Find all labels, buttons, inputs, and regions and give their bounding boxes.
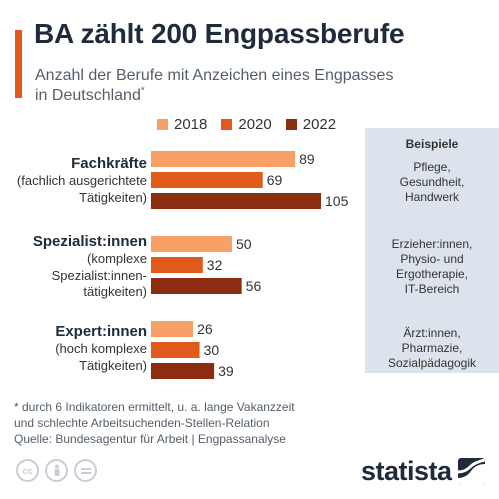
legend-label-2022: 2022 [302,116,337,133]
source-line: Quelle: Bundesagentur für Arbeit | Engpa… [14,432,286,446]
data-label-2018-2: 26 [197,321,213,337]
legend-item-2022: 2022 [285,116,337,133]
group-sub-spezialisten: (komplexe Spezialist:innen- tätigkeiten) [51,251,147,299]
bar-2018-2 [151,321,194,337]
data-label-2022-2: 39 [218,363,234,379]
group-title-experten: Expert:innen [55,323,147,340]
data-label-2018-0: 89 [299,151,315,167]
example-fachkraefte: Pflege, Gesundheit, Handwerk [399,160,465,204]
data-label-2020-1: 32 [207,257,223,273]
legend-item-2020: 2020 [221,116,272,133]
data-label-2018-1: 50 [236,236,252,252]
example-experten: Ärzt:innen, Pharmazie, Sozialpädagogik [387,326,477,370]
subtitle-footnote-marker: * [140,85,145,97]
license-icons: cc [16,459,97,482]
bar-2022-0 [151,193,321,209]
examples-panel [365,128,499,373]
bar-2018-1 [151,236,232,252]
group-title-fachkraefte: Fachkräfte [71,155,147,172]
bar-2020-2 [151,342,200,358]
brand-name: statista [361,456,452,486]
example-spezialisten: Erzieher:innen, Physio- und Ergotherapie… [391,237,473,296]
group-title-spezialisten: Spezialist:innen [32,233,147,250]
cc-icon[interactable]: cc [16,459,39,482]
bar-2022-2 [151,363,215,379]
chart-legend: 2018 2020 2022 [157,116,336,133]
bar-2020-1 [151,257,203,273]
subtitle-line1: Anzahl der Berufe mit Anzeichen eines En… [35,67,394,84]
legend-swatch-2022 [285,119,297,130]
legend-label-2018: 2018 [174,116,208,133]
data-label-2022-1: 56 [246,278,262,294]
statista-mark-icon [457,458,485,485]
group-label-experten: Expert:innen (hoch komplexe Tätigkeiten) [0,322,147,374]
group-sub-fachkraefte: (fachlich ausgerichtete Tätigkeiten) [16,173,147,205]
subtitle-line2: in Deutschland [35,87,141,104]
group-label-fachkraefte: Fachkräfte (fachlich ausgerichtete Tätig… [0,154,147,206]
equal-icon[interactable] [74,459,97,482]
bar-2020-0 [151,172,263,188]
accent-bar [15,30,22,98]
person-icon[interactable] [45,459,68,482]
legend-swatch-2020 [221,119,233,130]
page-title: BA zählt 200 Engpassberufe [34,18,405,49]
examples-heading: Beispiele [405,137,459,151]
group-label-spezialisten: Spezialist:innen (komplexe Spezialist:in… [0,232,147,301]
statista-logo[interactable]: statista [361,456,485,487]
legend-swatch-2018 [157,119,168,130]
footnote: * durch 6 Indikatoren ermittelt, u. a. l… [14,400,295,430]
data-label-2020-2: 30 [204,342,220,358]
legend-label-2020: 2020 [238,116,272,133]
bar-2022-1 [151,278,242,294]
data-label-2022-0: 105 [325,193,349,209]
page-subtitle: Anzahl der Berufe mit Anzeichen eines En… [35,66,435,106]
bar-2018-0 [151,151,296,167]
group-sub-experten: (hoch komplexe Tätigkeiten) [55,341,147,373]
legend-item-2018: 2018 [157,116,207,133]
data-label-2020-0: 69 [267,172,283,188]
